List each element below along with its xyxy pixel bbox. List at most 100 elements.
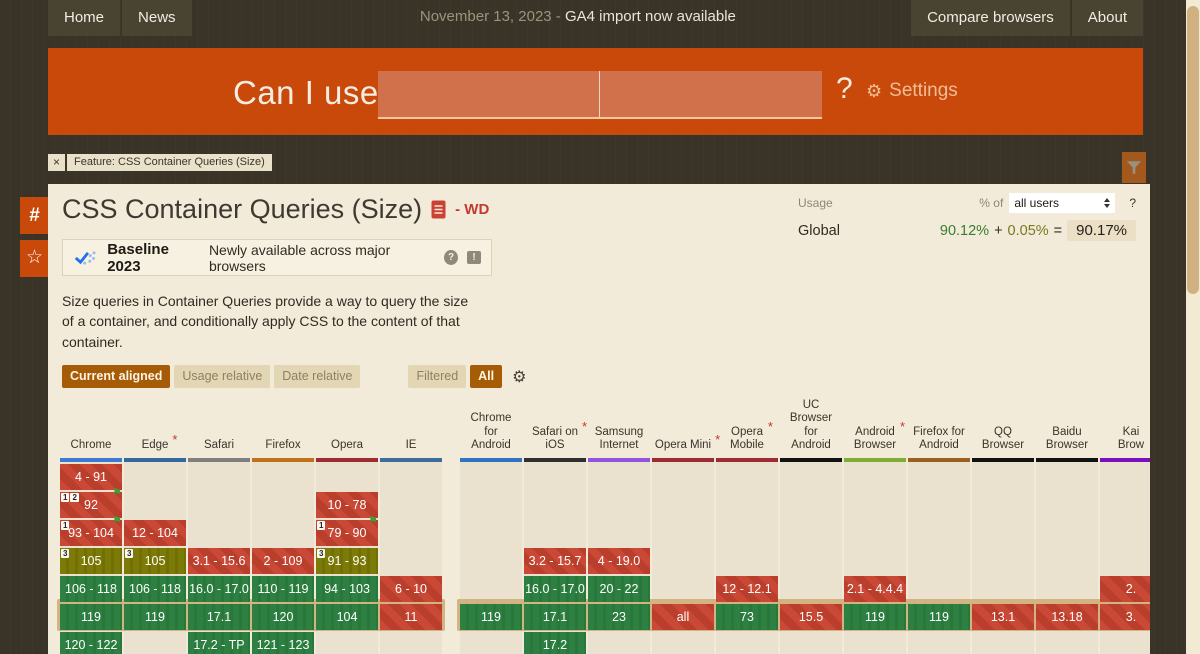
table-settings-gear-icon[interactable]: ⚙ [512, 368, 527, 386]
browser-header-qq-browser[interactable]: QQ Browser [972, 400, 1034, 458]
support-cell-kai-brow-row5[interactable]: 2. [1100, 576, 1150, 602]
support-cell-qq-browser-row6[interactable]: 13.1 [972, 604, 1034, 630]
current-aligned-button[interactable]: Current aligned [62, 365, 171, 388]
usage-relative-button[interactable]: Usage relative [174, 365, 271, 388]
note-badges[interactable]: 3 [317, 549, 326, 558]
notes-asterisk[interactable]: * [581, 418, 588, 434]
support-cell-safari-on-ios-row7[interactable]: 17.2 [524, 632, 586, 654]
browser-header-opera[interactable]: Opera [316, 400, 378, 458]
browser-header-uc-browser-for-android[interactable]: UC Browser for Android [780, 399, 842, 458]
support-cell-edge-row4[interactable]: 105 3 [124, 548, 186, 574]
support-cell-chrome-row3[interactable]: 93 - 104 1 ⚑ [60, 516, 122, 546]
note-badges[interactable]: 1 [61, 521, 70, 530]
browser-header-edge[interactable]: Edge * [124, 400, 186, 458]
browser-header-safari[interactable]: Safari [188, 400, 250, 458]
support-cell-chrome-row4[interactable]: 105 3 [60, 548, 122, 574]
notes-asterisk[interactable]: * [172, 432, 178, 448]
browser-header-opera-mobile[interactable]: Opera Mobile * [716, 400, 778, 458]
feature-tag-close-button[interactable]: × [48, 154, 65, 171]
nav-home-button[interactable]: Home [48, 0, 121, 36]
support-cell-samsung-internet-row4[interactable]: 4 - 19.0 [588, 548, 650, 574]
spec-status-badge[interactable]: - WD [455, 201, 490, 218]
all-button[interactable]: All [470, 365, 503, 388]
support-cell-android-browser-row5[interactable]: 2.1 - 4.4.4 [844, 576, 906, 602]
browser-header-firefox-for-android[interactable]: Firefox for Android [908, 400, 970, 458]
browser-header-chrome-for-android[interactable]: Chrome for Android [460, 400, 522, 458]
date-relative-button[interactable]: Date relative [274, 365, 361, 388]
support-cell-samsung-internet-row5[interactable]: 20 - 22 [588, 576, 650, 602]
support-cell-chrome-row2[interactable]: 92 1 2 ⚑ [60, 488, 122, 518]
search-input-secondary[interactable] [600, 71, 822, 117]
support-cell-ie-row5[interactable]: 6 - 10 [380, 576, 442, 602]
filter-button[interactable] [1122, 152, 1146, 183]
browser-header-android-browser[interactable]: Android Browser * [844, 400, 906, 458]
support-cell-safari-row6[interactable]: 17.1 [188, 604, 250, 630]
support-cell-opera-row4[interactable]: 91 - 93 3 [316, 548, 378, 574]
support-cell-edge-row6[interactable]: 119 [124, 604, 186, 630]
notes-asterisk[interactable]: * [900, 418, 906, 434]
support-cell-uc-browser-for-android-row6[interactable]: 15.5 [780, 604, 842, 630]
support-cell-chrome-row1[interactable]: 4 - 91 [60, 464, 122, 490]
notes-asterisk[interactable]: * [715, 432, 721, 448]
support-cell-firefox-row7[interactable]: 121 - 123 [252, 632, 314, 654]
support-cell-edge-row5[interactable]: 106 - 118 [124, 576, 186, 602]
support-cell-safari-on-ios-row4[interactable]: 3.2 - 15.7 [524, 548, 586, 574]
support-cell-opera-row2[interactable]: 10 - 78 [316, 492, 378, 518]
browser-header-ie[interactable]: IE [380, 400, 442, 458]
notes-asterisk[interactable]: * [767, 418, 773, 434]
support-cell-opera-mini-row6[interactable]: all [652, 604, 714, 630]
search-help-link[interactable]: ? [836, 72, 853, 105]
support-cell-android-browser-row6[interactable]: 119 [844, 604, 906, 630]
feature-tag[interactable]: Feature: CSS Container Queries (Size) [67, 154, 272, 171]
browser-header-opera-mini[interactable]: Opera Mini * [652, 400, 720, 458]
page-scrollbar-thumb[interactable] [1187, 6, 1199, 294]
support-cell-opera-row3[interactable]: 79 - 90 1 ⚑ [316, 516, 378, 546]
support-cell-ie-row6[interactable]: 11 [380, 604, 442, 630]
support-cell-edge-row3[interactable]: 12 - 104 [124, 520, 186, 546]
note-badges[interactable]: 1 [317, 521, 326, 530]
nav-announcement[interactable]: November 13, 2023 - GA4 import now avail… [420, 0, 736, 34]
support-cell-safari-on-ios-row5[interactable]: 16.0 - 17.0 [524, 576, 586, 602]
support-cell-firefox-for-android-row6[interactable]: 119 [908, 604, 970, 630]
usage-help-link[interactable]: ? [1129, 196, 1136, 210]
permalink-hash-button[interactable]: # [20, 197, 49, 234]
nav-news-button[interactable]: News [122, 0, 192, 36]
support-cell-chrome-row7[interactable]: 120 - 122 [60, 632, 122, 654]
spec-document-icon[interactable] [431, 200, 446, 219]
nav-about-button[interactable]: About [1071, 0, 1143, 36]
support-cell-safari-row4[interactable]: 3.1 - 15.6 [188, 548, 250, 574]
site-logo[interactable]: Can I use [233, 74, 379, 111]
search-input-primary[interactable] [378, 71, 600, 117]
baseline-feedback-icon[interactable]: ! [467, 251, 482, 264]
support-cell-opera-row6[interactable]: 104 [316, 604, 378, 630]
support-cell-opera-row5[interactable]: 94 - 103 [316, 576, 378, 602]
support-cell-baidu-browser-row6[interactable]: 13.18 [1036, 604, 1098, 630]
browser-header-safari-on-ios[interactable]: Safari on iOS * [524, 400, 588, 458]
support-cell-opera-mobile-row6[interactable]: 73 [716, 604, 778, 630]
support-cell-safari-row7[interactable]: 17.2 - TP [188, 632, 250, 654]
support-cell-firefox-row4[interactable]: 2 - 109 [252, 548, 314, 574]
nav-compare-browsers-button[interactable]: Compare browsers [911, 0, 1070, 36]
favorite-star-button[interactable]: ☆ [20, 240, 49, 277]
audience-select[interactable]: all users [1009, 193, 1116, 213]
browser-header-kai-brow[interactable]: Kai Brow [1100, 400, 1150, 458]
settings-button[interactable]: ⚙ Settings [866, 80, 958, 102]
note-badges[interactable]: 3 [125, 549, 134, 558]
support-cell-firefox-row6[interactable]: 120 [252, 604, 314, 630]
support-cell-chrome-row6[interactable]: 119 [60, 604, 122, 630]
support-cell-samsung-internet-row6[interactable]: 23 [588, 604, 650, 630]
baseline-help-icon[interactable]: ? [443, 250, 458, 265]
browser-header-chrome[interactable]: Chrome [60, 400, 122, 458]
filtered-button[interactable]: Filtered [408, 365, 467, 388]
support-cell-safari-on-ios-row6[interactable]: 17.1 [524, 604, 586, 630]
support-cell-firefox-row5[interactable]: 110 - 119 [252, 576, 314, 602]
note-badges[interactable]: 3 [61, 549, 70, 558]
browser-header-baidu-browser[interactable]: Baidu Browser [1036, 400, 1098, 458]
support-cell-chrome-for-android-row6[interactable]: 119 [460, 604, 522, 630]
support-cell-chrome-row5[interactable]: 106 - 118 [60, 576, 122, 602]
browser-header-firefox[interactable]: Firefox [252, 400, 314, 458]
support-cell-opera-mobile-row5[interactable]: 12 - 12.1 [716, 576, 778, 602]
browser-header-samsung-internet[interactable]: Samsung Internet [588, 400, 650, 458]
support-cell-kai-brow-row6[interactable]: 3. [1100, 604, 1150, 630]
